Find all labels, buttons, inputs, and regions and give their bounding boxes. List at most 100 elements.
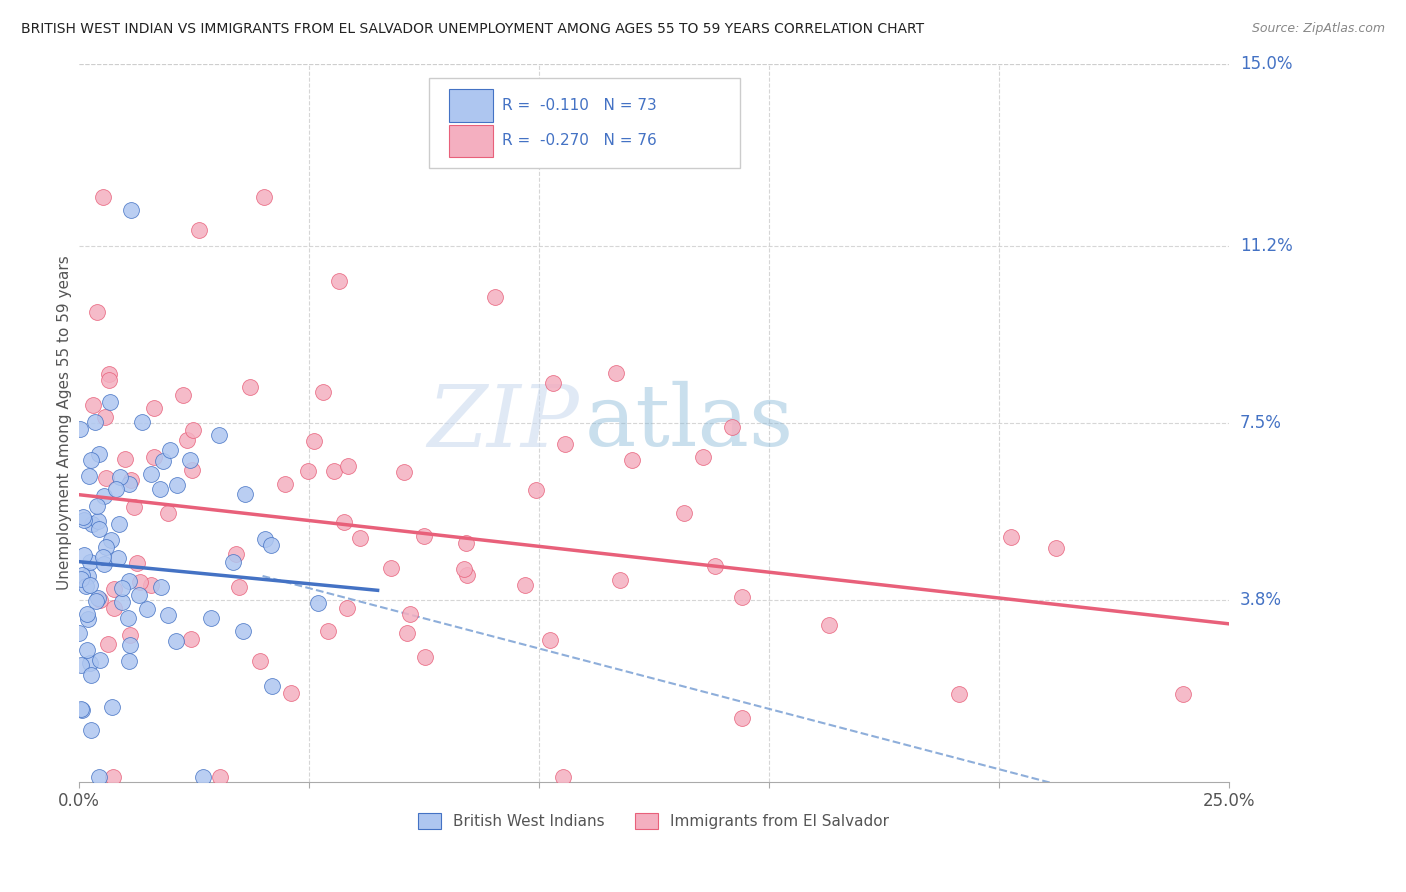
Point [118, 628, 141, 642]
Point [538, 633, 561, 648]
Point [456, 568, 478, 582]
Point [336, 601, 359, 615]
Text: 3.8%: 3.8% [1240, 591, 1282, 609]
Point [297, 464, 319, 478]
Point [274, 477, 297, 491]
Point [72, 510, 94, 524]
Point [191, 770, 214, 784]
Point [97, 373, 120, 387]
Point [82, 398, 104, 412]
Point [526, 483, 548, 497]
Point [118, 476, 141, 491]
Point [72, 568, 94, 582]
Point [1045, 541, 1067, 556]
Point [152, 453, 174, 467]
Point [120, 473, 142, 487]
FancyBboxPatch shape [429, 78, 740, 169]
Text: R =  -0.270   N = 76: R = -0.270 N = 76 [502, 134, 657, 148]
Point [93, 557, 115, 571]
Point [128, 588, 150, 602]
Point [87, 522, 110, 536]
Point [166, 478, 188, 492]
Point [91, 549, 114, 564]
Point [692, 450, 714, 464]
Point [176, 434, 198, 448]
Point [103, 601, 125, 615]
Point [179, 453, 201, 467]
Point [122, 500, 145, 515]
Text: ZIP: ZIP [427, 382, 579, 464]
Point [69, 422, 91, 436]
Point [621, 452, 644, 467]
Point [75, 579, 97, 593]
FancyBboxPatch shape [449, 89, 492, 121]
Point [228, 580, 250, 594]
Point [77, 612, 100, 626]
Text: atlas: atlas [585, 381, 794, 465]
Point [280, 685, 302, 699]
Point [108, 517, 131, 532]
Point [249, 654, 271, 668]
Point [80, 453, 103, 467]
Point [118, 654, 141, 668]
Point [260, 680, 283, 694]
Text: Source: ZipAtlas.com: Source: ZipAtlas.com [1251, 22, 1385, 36]
Point [312, 384, 335, 399]
Point [125, 556, 148, 570]
Point [225, 547, 247, 561]
Point [484, 290, 506, 304]
Point [513, 578, 536, 592]
Point [93, 490, 115, 504]
Point [141, 467, 163, 481]
Point [135, 602, 157, 616]
Point [307, 596, 329, 610]
Point [86, 499, 108, 513]
Point [253, 532, 276, 546]
Point [84, 594, 107, 608]
Point [704, 559, 727, 574]
Point [89, 653, 111, 667]
Point [316, 624, 339, 638]
Point [80, 667, 103, 681]
Point [541, 376, 564, 390]
Point [232, 624, 254, 638]
Point [453, 562, 475, 576]
Point [143, 401, 166, 415]
Point [222, 555, 245, 569]
Point [67, 626, 90, 640]
Point [181, 463, 204, 477]
Point [380, 560, 402, 574]
Point [605, 366, 627, 380]
Point [333, 515, 356, 529]
Point [239, 380, 262, 394]
Point [208, 427, 231, 442]
Point [142, 450, 165, 465]
Point [70, 702, 93, 716]
Point [111, 581, 134, 595]
Point [70, 657, 93, 672]
Point [328, 274, 350, 288]
Point [103, 582, 125, 596]
Point [141, 578, 163, 592]
Point [84, 415, 107, 429]
Point [101, 700, 124, 714]
Point [260, 538, 283, 552]
Point [731, 711, 754, 725]
Point [120, 203, 142, 218]
Point [149, 580, 172, 594]
Point [818, 617, 841, 632]
Y-axis label: Unemployment Among Ages 55 to 59 years: Unemployment Among Ages 55 to 59 years [58, 255, 72, 591]
Point [97, 367, 120, 381]
Point [551, 770, 574, 784]
Point [392, 465, 415, 479]
Point [731, 590, 754, 604]
Point [86, 304, 108, 318]
Point [336, 459, 359, 474]
Point [98, 395, 121, 409]
Point [349, 531, 371, 545]
Point [609, 573, 631, 587]
Point [118, 574, 141, 589]
Text: R =  -0.110   N = 73: R = -0.110 N = 73 [502, 97, 657, 112]
Point [183, 424, 205, 438]
Point [105, 483, 128, 497]
